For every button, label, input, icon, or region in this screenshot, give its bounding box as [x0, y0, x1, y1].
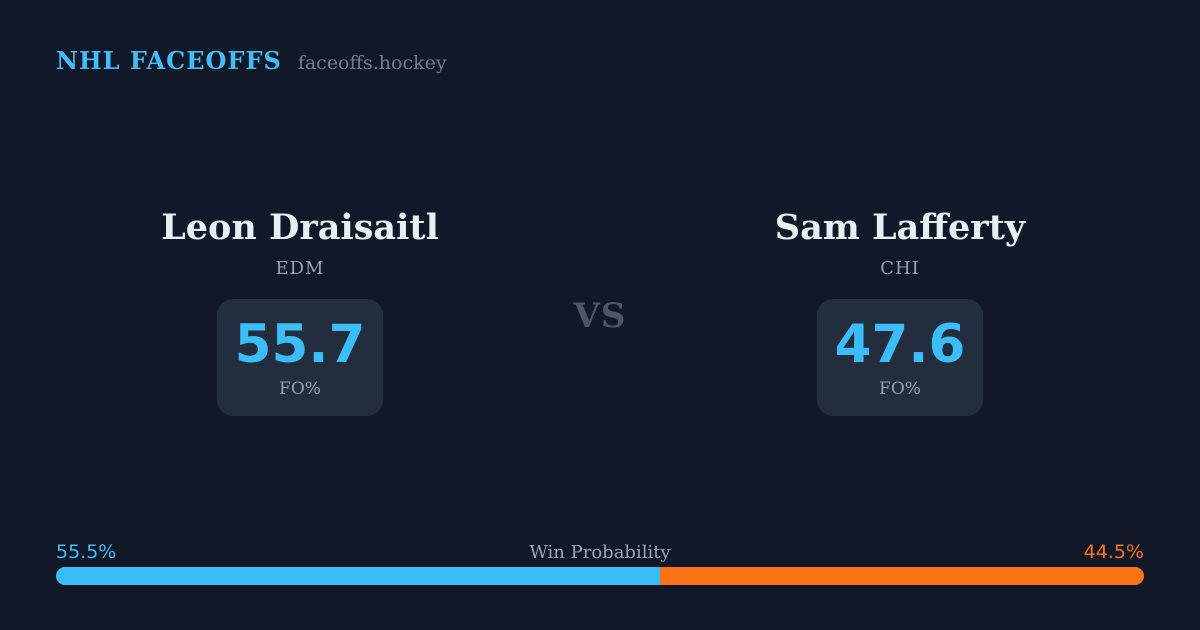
stat-card-left: 55.7 FO%	[217, 299, 383, 417]
site-url: faceoffs.hockey	[297, 52, 447, 74]
win-bar-segment-right	[659, 567, 1144, 585]
stat-card-right: 47.6 FO%	[817, 299, 983, 417]
player-team-left: EDM	[275, 258, 325, 280]
win-bar-segment-left	[56, 567, 660, 585]
win-probability-labels: 55.5% Win Probability 44.5%	[56, 541, 1144, 563]
player-name-right: Sam Lafferty	[774, 207, 1026, 248]
win-pct-right: 44.5%	[1083, 541, 1144, 563]
win-probability-bar	[56, 567, 1144, 585]
win-pct-left: 55.5%	[56, 541, 117, 563]
player-name-left: Leon Draisaitl	[161, 207, 439, 248]
stat-value-right: 47.6	[834, 314, 966, 376]
header: NHL FACEOFFS faceoffs.hockey	[56, 46, 447, 75]
win-probability-title: Win Probability	[529, 542, 671, 563]
stat-label-left: FO%	[279, 379, 321, 400]
vs-label: VS	[573, 296, 627, 336]
player-panel-right: Sam Lafferty CHI 47.6 FO%	[700, 207, 1100, 417]
stat-value-left: 55.7	[234, 314, 366, 376]
player-panel-left: Leon Draisaitl EDM 55.7 FO%	[100, 207, 500, 417]
stat-label-right: FO%	[879, 379, 921, 400]
brand-title: NHL FACEOFFS	[56, 46, 282, 75]
player-team-right: CHI	[880, 258, 920, 280]
